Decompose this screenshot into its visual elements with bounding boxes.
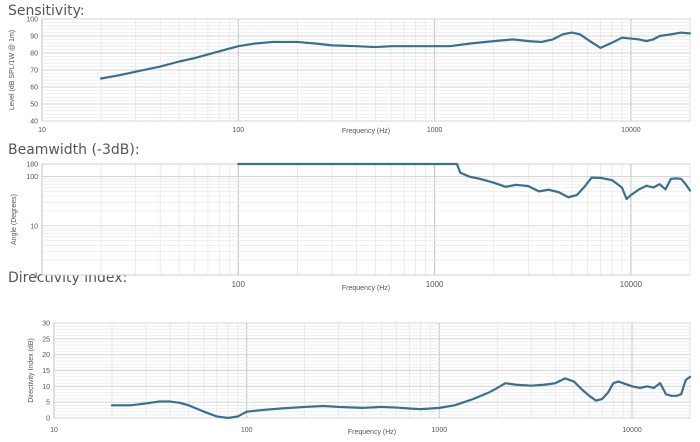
plot-area [41, 163, 691, 276]
y-tick-label: 30 [42, 321, 50, 328]
y-axis-label: Angle (Degrees) [11, 194, 18, 245]
series-line [237, 162, 692, 201]
y-tick-label: 60 [30, 85, 38, 92]
x-tick-label: 10000 [622, 427, 642, 434]
y-tick-label: 1 [34, 273, 38, 280]
y-tick-label: 10 [30, 223, 38, 230]
y-axis-label: Level (dB SPL/1W @ 1m) [9, 30, 16, 110]
x-tick-label: 10000 [620, 280, 643, 289]
y-tick-label: 100 [26, 174, 38, 181]
y-tick-label: 40 [30, 119, 38, 126]
x-tick-label: 100 [241, 427, 253, 434]
x-tick-label: 1000 [427, 127, 443, 134]
y-tick-label: 15 [42, 368, 50, 375]
x-tick-label: 10000 [621, 127, 641, 134]
y-tick-label: 25 [42, 336, 50, 343]
y-tick-label: 80 [30, 51, 38, 58]
x-tick-label: 10 [38, 127, 46, 134]
y-tick-label: 90 [30, 34, 38, 41]
y-axis-label: Directivity Index (dB) [28, 338, 35, 403]
y-tick-label: 5 [46, 400, 50, 407]
y-tick-label: 70 [30, 68, 38, 75]
y-tick-label: 50 [30, 102, 38, 109]
y-tick-label: 20 [42, 352, 50, 359]
x-axis-label: Frequency (Hz) [348, 429, 396, 436]
sensitivity-title: Sensitivity: [8, 3, 85, 19]
x-tick-label: 1000 [432, 427, 448, 434]
x-tick-label: 100 [232, 280, 246, 289]
y-tick-label: 100 [26, 17, 38, 24]
x-tick-label: 1000 [426, 280, 444, 289]
x-axis-label: Frequency (Hz) [342, 128, 390, 135]
series-line [110, 375, 692, 420]
series-line [99, 31, 692, 80]
y-tick-label: 0 [46, 416, 50, 423]
y-tick-label: 180 [26, 162, 38, 169]
x-tick-label: 10 [50, 427, 58, 434]
x-tick-label: 100 [232, 127, 244, 134]
x-axis-label: Frequency (Hz) [342, 285, 390, 292]
beamwidth-title: Beamwidth (-3dB): [8, 142, 140, 158]
y-tick-label: 10 [42, 384, 50, 391]
